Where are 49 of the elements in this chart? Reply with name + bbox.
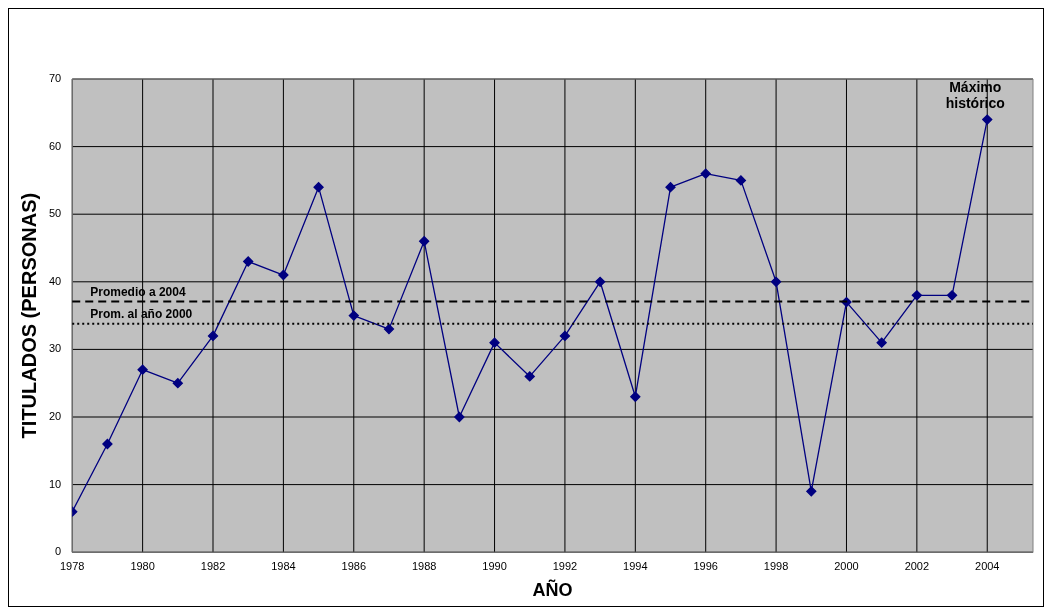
y-tick-label: 20 <box>48 410 62 423</box>
point <box>489 337 500 348</box>
x-tick-label: 1978 <box>59 559 85 572</box>
point <box>348 310 359 321</box>
point <box>665 182 676 193</box>
point <box>700 168 711 179</box>
point <box>594 276 606 287</box>
x-tick-label: 2002 <box>904 559 930 572</box>
y-tick-label: 70 <box>48 72 62 85</box>
point <box>559 330 571 342</box>
x-tick-label: 1982 <box>200 559 226 572</box>
x-tick-label: 1996 <box>693 559 718 572</box>
point <box>911 290 923 301</box>
x-tick-label: 1980 <box>130 559 155 572</box>
y-tick-label: 40 <box>48 274 62 287</box>
y-tick-label: 50 <box>48 207 62 220</box>
point <box>207 330 219 342</box>
point <box>137 364 148 375</box>
x-tick-label: 2004 <box>975 559 1000 572</box>
point <box>313 182 324 193</box>
x-tick-label: 1994 <box>623 559 648 572</box>
point <box>454 411 465 423</box>
x-axis-title: AÑO <box>532 579 573 601</box>
point <box>278 269 289 281</box>
point <box>946 290 958 301</box>
y-tick-label: 10 <box>48 477 62 490</box>
point <box>770 276 782 287</box>
x-tick-label: 1992 <box>552 559 578 572</box>
point <box>102 438 113 450</box>
point <box>172 378 183 389</box>
x-tick-label: 2000 <box>834 559 859 572</box>
x-tick-label: 1998 <box>763 559 789 572</box>
y-tick-label: 30 <box>48 342 62 355</box>
point <box>806 486 817 497</box>
point <box>243 256 254 267</box>
x-tick-label: 1984 <box>271 559 296 572</box>
point <box>419 236 430 247</box>
point <box>383 323 395 335</box>
x-tick-label: 1988 <box>411 559 437 572</box>
y-tick-label: 60 <box>48 139 62 152</box>
point <box>982 114 993 125</box>
x-tick-label: 1986 <box>341 559 367 572</box>
x-tick-label: 1990 <box>482 559 507 572</box>
y-axis-title: TITULADOS (PERSONAS) <box>17 192 40 439</box>
y-tick-label: 0 <box>55 545 62 558</box>
point <box>876 337 887 348</box>
point <box>524 371 535 382</box>
point <box>630 391 641 402</box>
point <box>735 175 747 186</box>
